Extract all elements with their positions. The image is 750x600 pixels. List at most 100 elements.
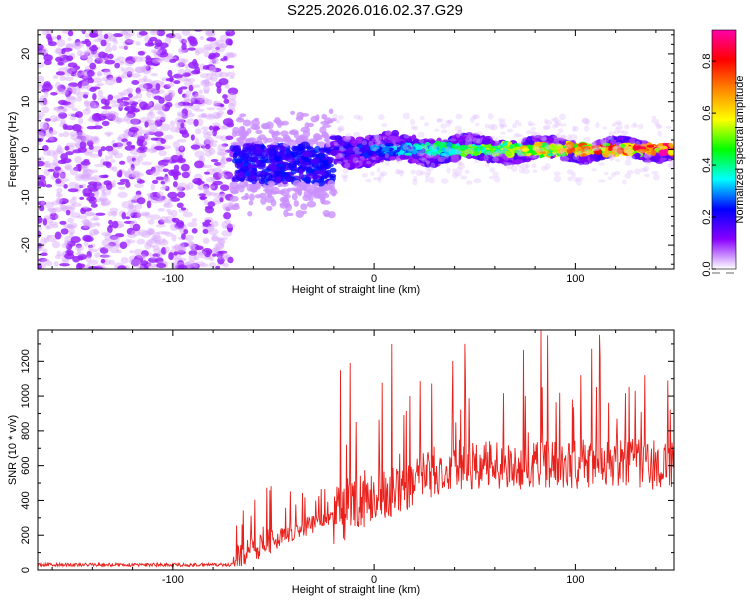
heatmap-cell [87,184,98,190]
heatmap-cell [558,123,567,127]
heatmap-cell [217,255,222,260]
heatmap-cell [313,134,323,141]
heatmap-cell [173,73,183,79]
heatmap-cell [54,231,62,240]
heatmap-cell [55,214,60,219]
heatmap-cell [223,55,228,61]
heatmap-cell [625,149,633,155]
heatmap-cell [123,115,131,121]
heatmap-cell [92,93,97,101]
heatmap-cell [38,180,44,187]
heatmap-cell [366,160,372,165]
heatmap-cell [280,188,290,197]
heatmap-cell [361,139,369,146]
heatmap-cell [546,145,551,150]
heatmap-cell [111,44,117,51]
heatmap-cell [265,205,273,211]
heatmap-cell [82,168,91,173]
heatmap-cell [157,219,165,225]
heatmap-cell [239,113,247,118]
heatmap-cell [609,156,614,162]
heatmap-cell [65,204,76,210]
heatmap-cell [57,61,64,66]
heatmap-cell [153,145,165,151]
heatmap-cell [419,115,425,121]
heatmap-cell [341,174,349,179]
heatmap-cell [395,158,402,164]
heatmap-cell [136,253,147,259]
heatmap-cell [520,163,529,170]
heatmap-cell [38,75,45,83]
heatmap-cell [583,161,589,165]
heatmap-cell [475,131,483,136]
heatmap-cell [297,188,303,197]
heatmap-cell [127,233,137,238]
heatmap-cell [388,156,397,161]
heatmap-cell [617,129,625,134]
heatmap-cell [63,184,68,189]
heatmap-cell [338,145,344,150]
heatmap-cell [455,131,461,138]
heatmap-cell [83,50,94,56]
heatmap-cell [144,241,152,250]
x-tick-label: -100 [162,574,184,586]
heatmap-cell [614,120,622,125]
heatmap-cell [121,30,128,36]
heatmap-cell [436,118,442,123]
heatmap-cell [164,185,170,192]
heatmap-cell [126,211,134,217]
heatmap-cell [569,134,578,141]
heatmap-cell [194,137,200,145]
line-frame [37,329,675,571]
heatmap-cell [428,146,435,150]
heatmap-cell [512,123,518,129]
heatmap-cell [338,115,344,120]
heatmap-cell [465,139,473,147]
heatmap-cell [180,58,186,66]
heatmap-cell [44,90,49,98]
heatmap-cell [177,186,186,191]
heatmap-cell [153,95,162,100]
heatmap-cell [226,223,233,232]
heatmap-cell [357,115,364,121]
heatmap-cell [70,134,79,141]
heatmap-cell [377,140,382,144]
heatmap-cell [553,175,562,183]
heatmap-cell [332,113,339,120]
heatmap-cell [56,250,62,257]
heatmap-cell [135,175,141,182]
heatmap-cell [632,122,637,127]
heatmap-cell [86,196,96,202]
heatmap-cell [372,147,379,152]
heatmap-cell [89,177,98,181]
heatmap-cell [124,39,134,45]
heatmap-cell [62,259,70,264]
heatmap-cell [613,145,622,150]
heatmap-cell [128,202,134,210]
heatmap-cell [610,150,616,157]
heatmap-cell [154,103,162,108]
y-tick-label: 200 [20,526,32,544]
heatmap-cell [148,100,155,108]
heatmap-cell [156,30,166,37]
heatmap-cell [224,219,232,225]
heatmap-cell [556,119,561,126]
heatmap-cell [75,243,82,249]
heatmap-cell [173,244,184,251]
heatmap-cell [416,162,424,167]
heatmap-cell [176,139,187,143]
heatmap-cell [225,52,234,56]
heatmap-cell [89,169,99,173]
heatmap-cell [554,142,562,147]
heatmap-cell [78,184,84,189]
heatmap-cell [64,253,75,260]
heatmap-cell [581,117,589,125]
heatmap-cell [445,146,451,152]
heatmap-cell [559,156,570,162]
heatmap-cell [146,200,152,209]
heatmap-cell [55,88,67,95]
heatmap-cell [131,171,140,179]
heatmap-cell [38,230,42,238]
heatmap-cell [431,151,437,156]
heatmap-cell [38,174,46,181]
